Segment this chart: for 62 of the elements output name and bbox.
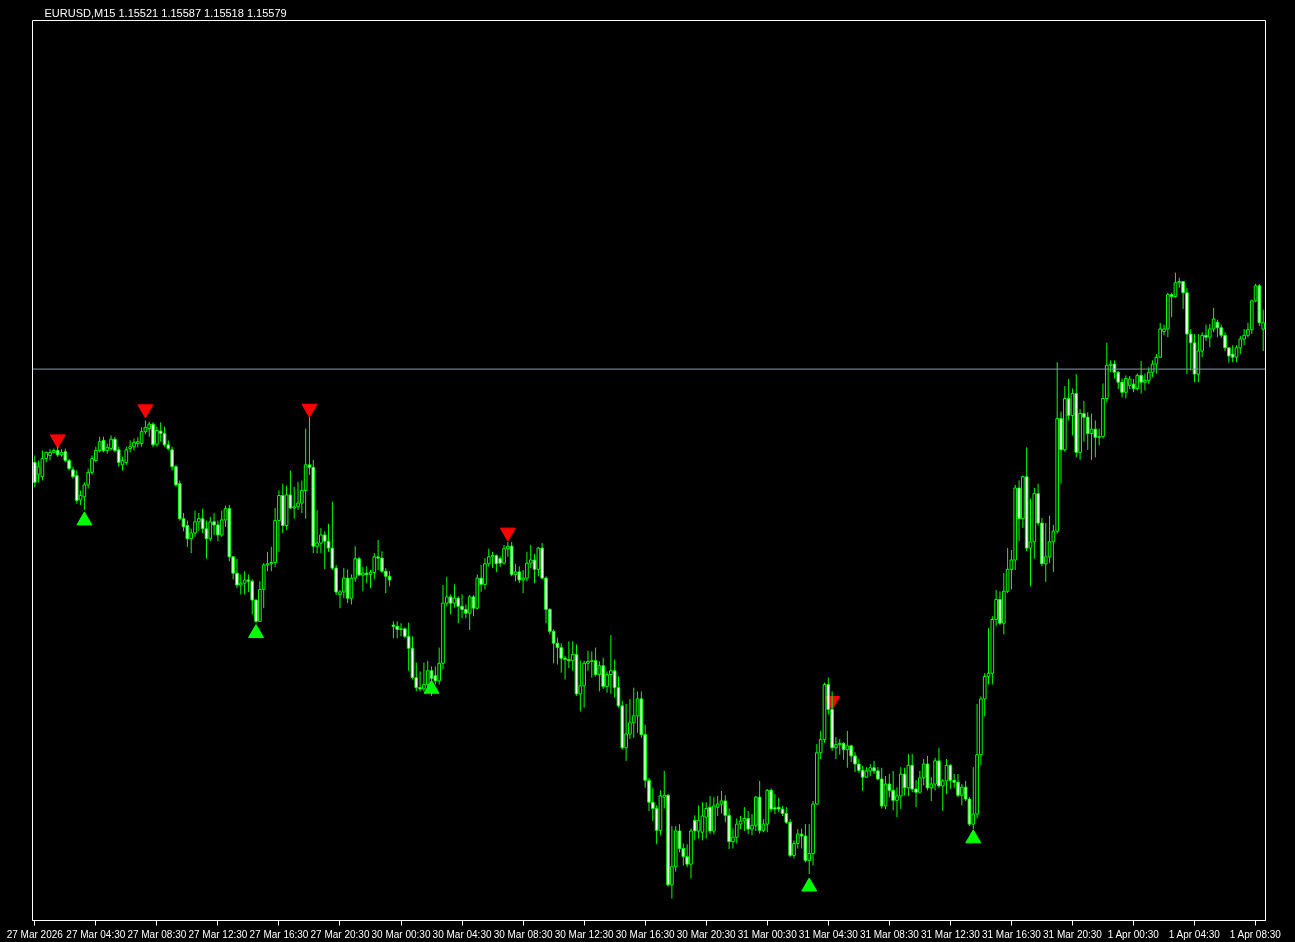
x-tick-label: 27 Mar 08:30 (127, 928, 187, 940)
x-tick-label: 31 Mar 04:30 (798, 928, 859, 940)
candlestick (631, 687, 636, 739)
x-tick-label: 30 Mar 08:30 (493, 928, 554, 940)
candlestick (700, 801, 705, 841)
candlestick (467, 594, 472, 631)
x-tick-label: 30 Mar 20:30 (676, 928, 737, 940)
point (301, 403, 318, 418)
candlestick (132, 438, 136, 451)
candlestick (998, 590, 1002, 626)
x-tick-label: 31 Mar 08:30 (859, 928, 920, 940)
candlestick (609, 634, 613, 695)
x-tick-label: 27 Mar 04:30 (66, 928, 126, 940)
x-tick-label: 31 Mar 00:30 (737, 928, 798, 940)
x-tick-label: 27 Mar 2026 (6, 928, 64, 940)
x-tick-label: 27 Mar 12:30 (188, 928, 248, 940)
candlestick (155, 426, 159, 448)
x-tick-label: 1 Apr 00:30 (1107, 928, 1160, 940)
candlestick (601, 657, 606, 690)
candlestick (719, 790, 724, 814)
candlestick (376, 539, 380, 571)
x-tick-label: 30 Mar 04:30 (432, 928, 492, 940)
point (965, 829, 982, 844)
chart-title: EURUSD,M15 1.15521 1.15587 1.15518 1.15579 (44, 7, 287, 19)
x-tick-label: 1 Apr 04:30 (1168, 928, 1221, 940)
point (248, 624, 265, 639)
candlestick (452, 583, 457, 609)
candlestick (460, 593, 464, 619)
x-tick-label: 31 Mar 12:30 (920, 928, 981, 940)
point (49, 434, 66, 449)
candlestick (734, 817, 739, 845)
candlestick (158, 421, 163, 443)
candlestick (708, 795, 712, 835)
candlestick (219, 510, 224, 538)
x-tick-label: 1 Apr 08:30 (1229, 928, 1282, 940)
point (137, 404, 154, 419)
candlestick (704, 801, 709, 840)
candlestick (36, 459, 41, 483)
x-tick-label: 27 Mar 16:30 (249, 928, 309, 940)
x-tick-label: 31 Mar 20:30 (1043, 928, 1103, 940)
x-tick-label: 27 Mar 20:30 (310, 928, 370, 940)
candlestick (959, 783, 964, 806)
candlestick (1124, 374, 1128, 400)
candlestick (292, 486, 297, 520)
point (801, 877, 818, 892)
candlestick (746, 810, 751, 835)
candlestick (883, 775, 888, 810)
candlestick (589, 650, 594, 679)
candlestick (624, 703, 628, 762)
x-tick-label: 30 Mar 12:30 (554, 928, 615, 940)
candlestick (151, 421, 155, 448)
candlestick (773, 793, 777, 815)
x-tick-label: 31 Mar 16:30 (981, 928, 1042, 940)
candlestick (906, 753, 911, 797)
candlestick (1139, 360, 1143, 395)
candlestick (597, 660, 602, 692)
candlestick (48, 448, 52, 461)
x-tick-label: 30 Mar 16:30 (615, 928, 676, 940)
x-tick-label: 30 Mar 00:30 (371, 928, 431, 940)
candlestick (238, 573, 243, 595)
point (499, 527, 516, 542)
candlestick (399, 622, 403, 637)
